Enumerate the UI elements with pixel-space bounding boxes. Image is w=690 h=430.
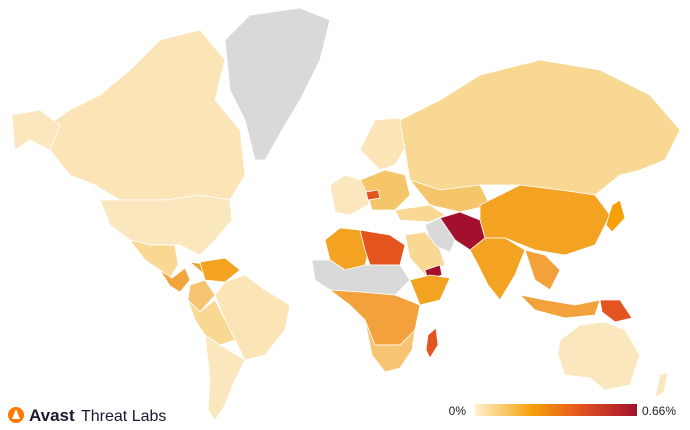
- libya: [359, 229, 406, 266]
- southeast-asia: [524, 249, 561, 291]
- central-africa: [328, 289, 421, 346]
- mexico: [129, 239, 179, 279]
- madagascar: [425, 327, 439, 359]
- brand: Avast Threat Labs: [8, 406, 166, 425]
- legend-max-label: 0.66%: [642, 404, 676, 418]
- scandinavia: [359, 117, 411, 171]
- venezuela: [199, 257, 241, 283]
- peru-bolivia: [187, 299, 236, 346]
- brand-product: Threat Labs: [81, 408, 166, 425]
- greenland: [224, 7, 331, 161]
- colombia: [187, 279, 216, 313]
- brand-logo-mark: [12, 409, 20, 419]
- horn-of-africa: [409, 274, 451, 306]
- arabia: [404, 231, 446, 276]
- canada: [39, 29, 246, 201]
- argentina-chile: [204, 334, 246, 421]
- legend-gradient: [475, 404, 637, 416]
- czechia: [365, 189, 381, 201]
- alaska: [11, 109, 61, 151]
- russia: [399, 59, 681, 196]
- central-america: [159, 267, 191, 293]
- australia: [557, 321, 641, 391]
- papua-new-guinea: [599, 299, 633, 323]
- usa: [99, 194, 233, 256]
- brand-name: Avast: [29, 406, 75, 425]
- southern-africa: [364, 319, 416, 373]
- legend: 0% 0.66%: [449, 404, 676, 418]
- china: [479, 184, 611, 256]
- brazil: [214, 274, 291, 361]
- indonesia: [518, 294, 601, 319]
- japan: [605, 199, 626, 233]
- turkey: [394, 204, 446, 223]
- india: [469, 237, 526, 301]
- legend-min-label: 0%: [449, 404, 467, 418]
- new-zealand: [654, 371, 669, 399]
- countries: [11, 7, 681, 421]
